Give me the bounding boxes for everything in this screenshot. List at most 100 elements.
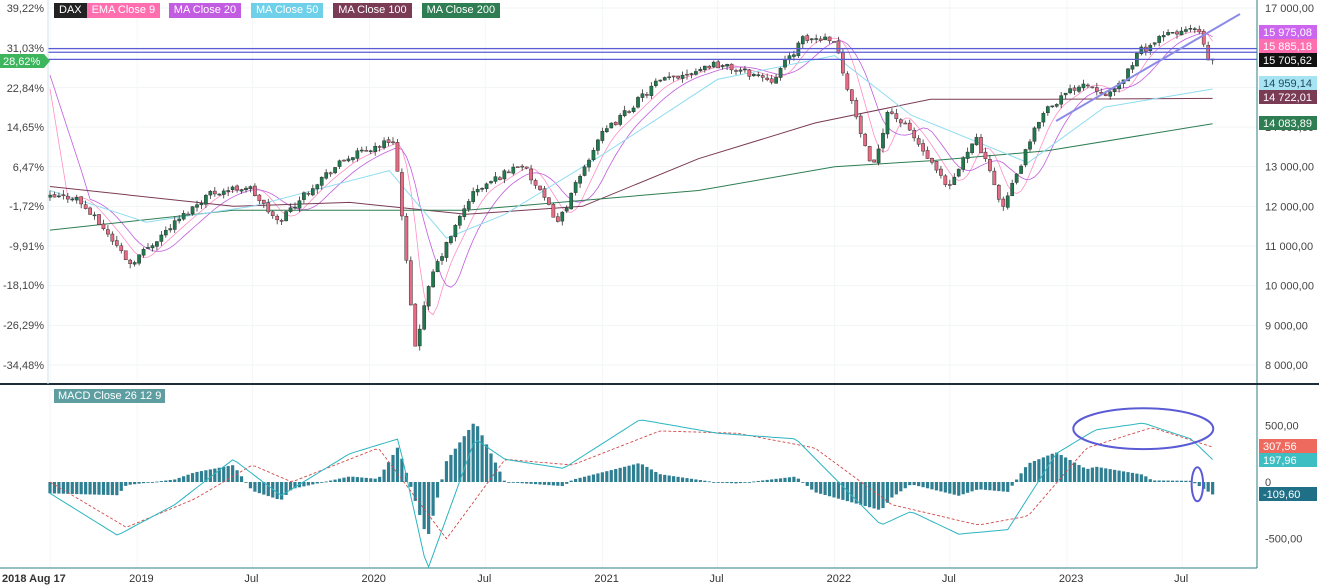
candle-body [841, 52, 845, 74]
candle-body [988, 159, 992, 171]
macd-histogram-bar [489, 453, 493, 482]
macd-histogram-bar [636, 463, 640, 482]
candle-body [484, 183, 489, 189]
macd-histogram-bar [1046, 455, 1050, 482]
legend-ma-close-50[interactable]: MA Close 50 [251, 3, 324, 18]
macd-histogram-bar [133, 482, 137, 485]
candle-body [925, 150, 930, 159]
macd-histogram-bar [373, 478, 377, 482]
macd-histogram-bar [565, 482, 569, 484]
candle-body [1023, 149, 1028, 166]
macd-histogram-bar [921, 482, 925, 488]
macd-histogram-bar [1019, 473, 1023, 482]
candle-body [939, 168, 943, 176]
candle-body [1010, 183, 1015, 197]
candle-body [832, 41, 836, 43]
candle-body [1068, 88, 1072, 94]
candle-body [956, 168, 961, 177]
macd-histogram-bar [239, 476, 244, 482]
candle-body [270, 211, 275, 217]
macd-histogram-bar [1121, 471, 1126, 482]
macd-histogram-bar [645, 466, 649, 482]
legend-ma-close-100[interactable]: MA Close 100 [333, 3, 412, 18]
candle-body [498, 177, 502, 180]
legend-dax[interactable]: DAX [54, 3, 87, 18]
macd-histogram-bar [836, 482, 841, 499]
ma-value-label-bg [1259, 116, 1317, 130]
legend-ma-close-20[interactable]: MA Close 20 [168, 3, 242, 18]
candle-body [146, 247, 150, 249]
macd-histogram-bar [409, 482, 413, 487]
macd-histogram-bar [306, 482, 310, 486]
candle-body [907, 122, 912, 131]
ma-close-100-line [49, 97, 1213, 215]
candle-body [253, 185, 257, 196]
ma-close-50-line [49, 55, 1213, 239]
macd-histogram-bar [351, 476, 355, 482]
candle-body [898, 119, 903, 124]
percent-tick-label: 31,03% [7, 43, 45, 55]
macd-histogram-bar [453, 448, 457, 482]
candle-body [377, 146, 382, 148]
macd-histogram-bar [801, 482, 805, 483]
candle-body [796, 42, 801, 57]
legend-ema-close-9[interactable]: EMA Close 9 [86, 3, 161, 18]
macd-histogram-bar [119, 482, 123, 491]
percent-tick-label: 22,84% [7, 83, 45, 95]
macd-histogram-bar [961, 482, 965, 495]
candle-body [645, 94, 649, 96]
candle-body [257, 194, 262, 202]
candle-body [319, 176, 324, 186]
macd-histogram-bar [850, 482, 854, 503]
macd-histogram-bar [190, 473, 195, 482]
horizontal-levels [48, 48, 1257, 60]
macd-histogram-bar [1032, 461, 1037, 482]
candle-body [1112, 88, 1117, 93]
candle-body [524, 166, 529, 169]
candle-body [881, 132, 885, 149]
macd-histogram-bar [391, 454, 395, 482]
candle-body [168, 228, 173, 231]
macd-histogram-bar [1139, 474, 1143, 482]
candle-body [150, 245, 155, 249]
candle-body [382, 140, 386, 148]
macd-histogram-bar [369, 478, 373, 482]
macd-histogram-bar [1055, 452, 1059, 482]
macd-histogram-bar [1170, 480, 1175, 482]
candle-body [582, 166, 587, 176]
macd-histogram-bar [560, 482, 564, 487]
candle-body [511, 166, 516, 174]
trendline[interactable] [1055, 13, 1241, 122]
macd-histogram-bar [547, 482, 551, 486]
candle-body [404, 216, 409, 261]
candle-body [359, 149, 364, 152]
candle-body [858, 115, 863, 134]
candle-body [293, 206, 297, 209]
macd-histogram-bar [609, 470, 613, 482]
macd-histogram-bar [694, 479, 698, 482]
candle-body [208, 191, 213, 196]
macd-histogram-bar [92, 482, 97, 495]
legend-ma-close-200[interactable]: MA Close 200 [421, 3, 501, 18]
macd-histogram-bar [756, 480, 760, 482]
candle-body [368, 150, 373, 153]
macd-histogram-bar [685, 478, 689, 482]
price-pane [48, 13, 1257, 351]
macd-histogram-bar [168, 479, 172, 482]
candle-body [132, 262, 137, 265]
candle-body [533, 180, 538, 186]
macd-histogram-bar [890, 482, 894, 498]
macd-histogram-bar [778, 478, 783, 482]
macd-histogram-bar [88, 482, 92, 495]
macd-histogram-bar [654, 471, 658, 482]
macd-histogram-bar [1148, 479, 1152, 482]
macd-signal-line [49, 427, 1213, 540]
macd-histogram-bar [1072, 462, 1077, 482]
x-tick-label: 2021 [594, 573, 618, 585]
macd-histogram-bar [770, 479, 774, 482]
ma-value-label: 14 959,14 [1263, 78, 1312, 90]
candle-body [221, 190, 226, 195]
macd-histogram-bar [418, 482, 422, 516]
macd-histogram-bar [502, 480, 506, 482]
candle-body [74, 197, 79, 201]
